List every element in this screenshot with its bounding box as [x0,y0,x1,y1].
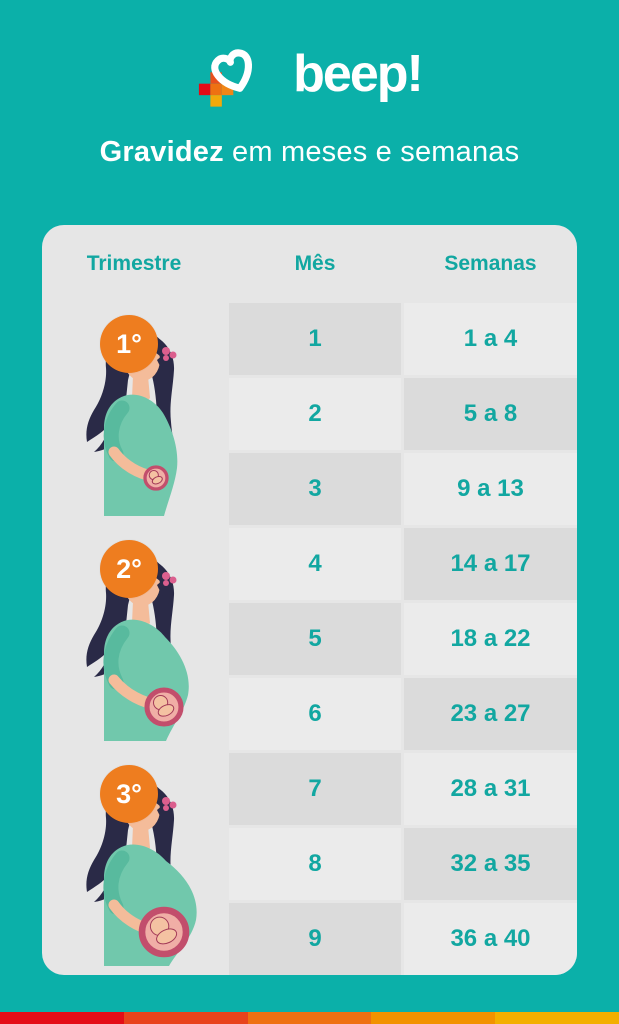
month-cell: 3 [229,453,401,525]
fetus-illustration [144,687,184,727]
month-cell: 6 [229,678,401,750]
weeks-cell: 18 a 22 [404,603,577,675]
page-title: Gravidez em meses e semanas [0,136,619,169]
footer-stripe-2 [123,1012,248,1024]
heart-plus-icon [199,49,253,107]
footer-stripe-5 [495,1012,619,1024]
footer-stripe-3 [247,1012,372,1024]
hair-flower-icon [162,572,177,586]
trimester-2-badge: 2° [100,540,158,598]
weeks-cell: 14 a 17 [404,528,577,600]
beep-logo: beep! [0,44,619,110]
weeks-cell: 36 a 40 [404,903,577,975]
table-header-row: Trimestre Mês Semanas [42,225,577,303]
trimester-3-badge: 3° [100,765,158,823]
title-rest: em meses e semanas [232,136,520,168]
weeks-cell: 9 a 13 [404,453,577,525]
trimester-1-illustration-cell: 1° [42,303,226,525]
column-header-trimestre: Trimestre [86,252,182,275]
footer-stripe-bar [0,1012,619,1024]
trimester-1-badge: 1° [100,315,158,373]
weeks-cell: 28 a 31 [404,753,577,825]
footer-stripe-1 [0,1012,124,1024]
weeks-cell: 32 a 35 [404,828,577,900]
hair-flower-icon [162,347,177,361]
column-header-semanas: Semanas [444,252,537,275]
weeks-cell: 1 a 4 [404,303,577,375]
title-bold: Gravidez [99,136,224,168]
fetus-illustration [143,465,169,491]
hair-flower-icon [162,797,177,811]
month-cell: 1 [229,303,401,375]
weeks-cell: 23 a 27 [404,678,577,750]
month-cell: 7 [229,753,401,825]
month-cell: 9 [229,903,401,975]
month-cell: 5 [229,603,401,675]
fetus-illustration [138,906,190,958]
beep-wordmark: beep! [293,45,424,103]
month-cell: 8 [229,828,401,900]
trimester-3-illustration-cell: 3° [42,753,226,975]
column-header-mes: Mês [294,252,336,275]
month-cell: 4 [229,528,401,600]
footer-stripe-4 [371,1012,496,1024]
month-cell: 2 [229,378,401,450]
trimester-2-illustration-cell: 2° [42,528,226,750]
weeks-cell: 5 a 8 [404,378,577,450]
